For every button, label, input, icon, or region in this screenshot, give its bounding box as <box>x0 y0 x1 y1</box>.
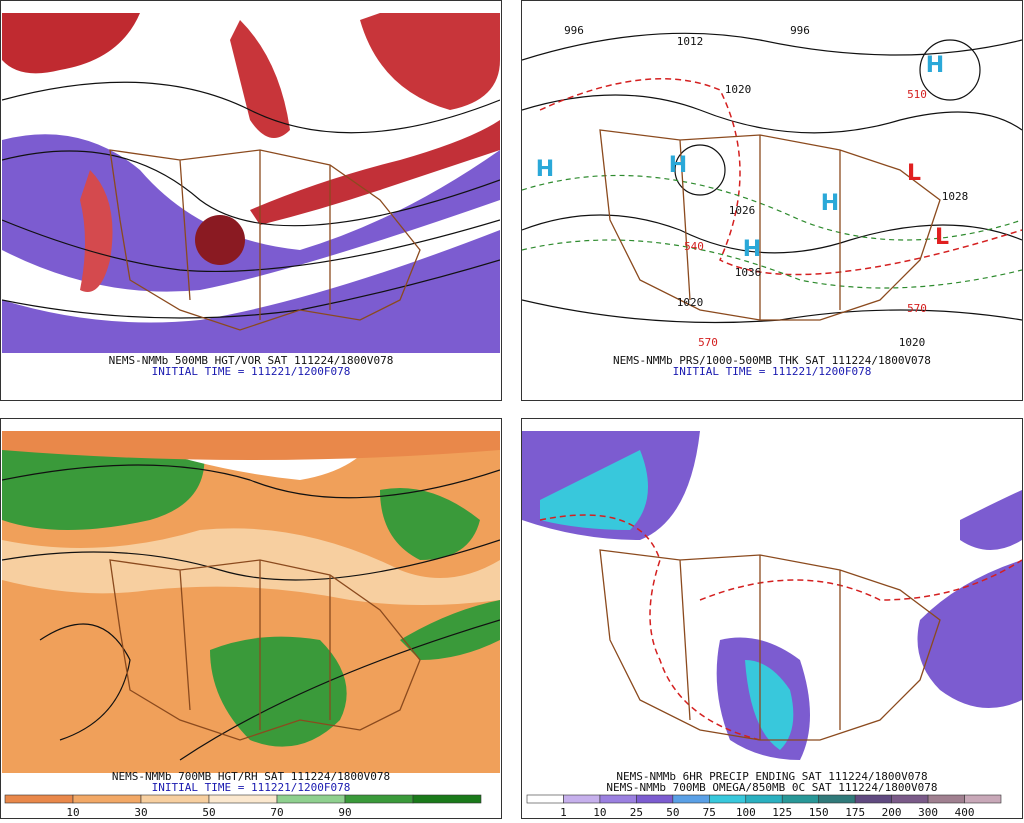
colorbar-label: 50 <box>202 806 215 819</box>
colorbar-swatch <box>854 794 892 804</box>
colorbar-swatch <box>672 794 710 804</box>
colorbar-label: 90 <box>338 806 351 819</box>
colorbar-swatch <box>4 794 74 804</box>
colorbar-swatch <box>412 794 482 804</box>
contour-label: 1020 <box>899 336 926 349</box>
colorbar-label: 10 <box>593 806 606 819</box>
colorbar-swatch <box>745 794 783 804</box>
caption: NEMS-NMMb 6HR PRECIP ENDING SAT 111224/1… <box>616 770 927 783</box>
contour-label: 540 <box>684 240 704 253</box>
pressure-center: L <box>935 225 949 250</box>
colorbar-label: 1 <box>560 806 567 819</box>
contour-label: 1020 <box>677 296 704 309</box>
contour-label: 996 <box>564 24 584 37</box>
map-vorticity <box>2 13 500 353</box>
initial-time: INITIAL TIME = 111221/1200F078 <box>152 781 351 794</box>
contour-label: 996 <box>790 24 810 37</box>
pressure-center: L <box>907 161 921 186</box>
colorbar-swatch <box>563 794 601 804</box>
colorbar-label: 100 <box>736 806 756 819</box>
colorbar-label: 175 <box>845 806 865 819</box>
caption: NEMS-NMMb 700MB HGT/RH SAT 111224/1800V0… <box>112 770 390 783</box>
colorbar-swatch <box>781 794 819 804</box>
colorbar-swatch <box>72 794 142 804</box>
colorbar-swatch <box>964 794 1002 804</box>
pressure-center: H <box>821 191 839 216</box>
colorbar-swatch <box>636 794 674 804</box>
colorbar-label: 70 <box>270 806 283 819</box>
colorbar-swatch <box>709 794 747 804</box>
contour-label: 1012 <box>677 35 704 48</box>
pressure-center: H <box>669 153 687 178</box>
contour-label: 1028 <box>942 190 969 203</box>
overlay: 996 1012 996 1020 1026 1036 1028 1020 1020 H H H H H L… <box>4 24 1002 819</box>
colorbar-swatch <box>927 794 965 804</box>
colorbar-swatch <box>891 794 929 804</box>
colorbar-label: 30 <box>134 806 147 819</box>
colorbar-label: 400 <box>955 806 975 819</box>
colorbar-swatch <box>344 794 414 804</box>
colorbar-label: 150 <box>809 806 829 819</box>
colorbar-swatch <box>140 794 210 804</box>
colorbar-label: 200 <box>882 806 902 819</box>
initial-time: INITIAL TIME = 111221/1200F078 <box>673 365 872 378</box>
map-precipitation <box>522 431 1022 773</box>
caption: NEMS-NMMb 500MB HGT/VOR SAT 111224/1800V… <box>109 354 394 367</box>
subcaption: NEMS-NMMb 700MB OMEGA/850MB 0C SAT 11122… <box>606 781 937 794</box>
colorbar-swatch <box>276 794 346 804</box>
colorbar-label: 25 <box>630 806 643 819</box>
colorbar-label: 300 <box>918 806 938 819</box>
contour-label: 1026 <box>729 204 756 217</box>
colorbar-swatch <box>208 794 278 804</box>
contour-label: 1020 <box>725 83 752 96</box>
contour-label: 1036 <box>735 266 762 279</box>
colorbar-label: 125 <box>772 806 792 819</box>
pressure-center: H <box>926 53 944 78</box>
contour-label: 570 <box>698 336 718 349</box>
pressure-center: H <box>743 237 761 262</box>
map-pressure <box>522 13 1022 353</box>
contour-label: 570 <box>907 302 927 315</box>
colorbar-swatch <box>526 794 564 804</box>
pressure-center: H <box>536 157 554 182</box>
colorbar-label: 75 <box>703 806 716 819</box>
initial-time: INITIAL TIME = 111221/1200F078 <box>152 365 351 378</box>
colorbar-swatch <box>818 794 856 804</box>
map-humidity <box>2 431 500 773</box>
colorbar-label: 50 <box>666 806 679 819</box>
contour-label: 510 <box>907 88 927 101</box>
colorbar-label: 10 <box>66 806 79 819</box>
caption: NEMS-NMMb PRS/1000-500MB THK SAT 111224/… <box>613 354 931 367</box>
colorbar-swatch <box>599 794 637 804</box>
